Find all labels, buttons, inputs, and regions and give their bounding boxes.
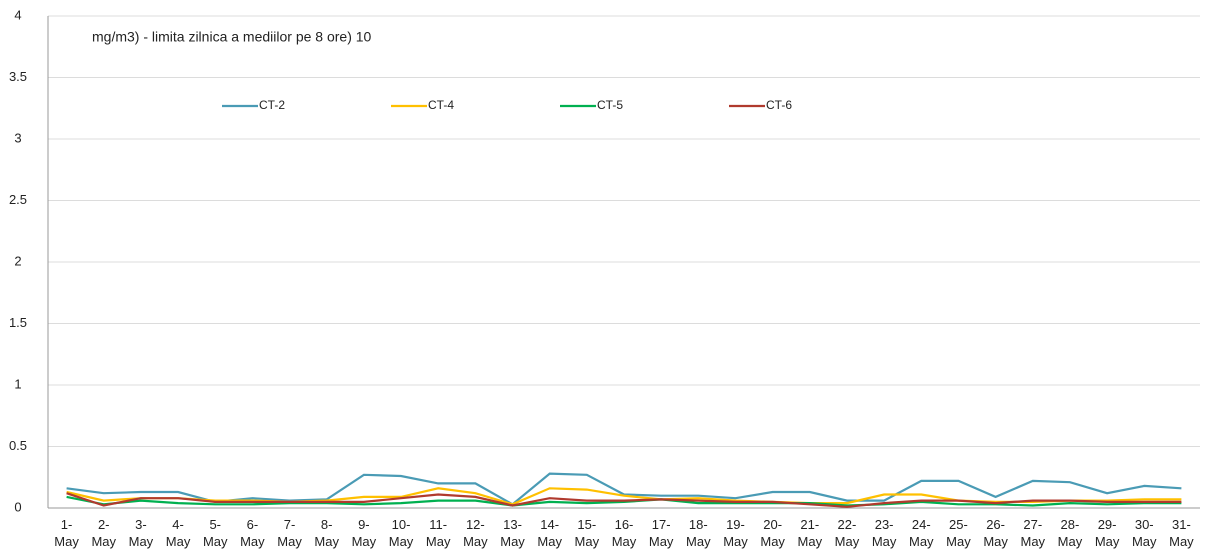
series-line [66, 472, 1182, 506]
x-tick-label: 10- May [388, 517, 414, 549]
x-tick-label: 31- May [1169, 517, 1194, 549]
y-tick-label: 3 [14, 130, 21, 145]
x-tick-label: 6- May [240, 517, 265, 549]
x-tick-label: 26- May [983, 517, 1008, 549]
y-tick-label: 2.5 [9, 192, 27, 207]
x-tick-label: 16- May [611, 517, 637, 549]
x-tick-label: 5- May [202, 517, 228, 549]
x-tick-label: 12- May [463, 517, 488, 549]
y-tick-label: 4 [14, 7, 21, 22]
series-line [66, 495, 1182, 507]
y-tick-label: 1 [14, 376, 21, 391]
x-tick-label: 17- May [648, 517, 674, 549]
x-tick-label: 20- May [760, 517, 785, 549]
x-tick-label: 2- May [91, 517, 117, 549]
chart-title: mg/m3) - limita zilnica a mediilor pe 8 … [92, 29, 372, 45]
x-tick-label: 25- May [946, 517, 971, 549]
x-tick-label: 24- May [909, 517, 934, 549]
x-tick-label: 13- May [500, 517, 525, 549]
y-tick-label: 0 [14, 499, 21, 514]
x-tick-label: 27- May [1020, 517, 1046, 549]
x-tick-label: 30- May [1131, 517, 1157, 549]
x-tick-label: 14- May [537, 517, 562, 549]
legend-label: CT-5 [597, 98, 623, 112]
x-tick-label: 4- May [165, 517, 191, 549]
x-tick-label: 3- May [128, 517, 154, 549]
x-tick-label: 22- May [834, 517, 860, 549]
series-line [66, 487, 1182, 506]
x-tick-label: 15- May [574, 517, 600, 549]
y-tick-label: 0.5 [9, 438, 27, 453]
y-tick-label: 1.5 [9, 315, 27, 330]
x-tick-label: 28- May [1057, 517, 1083, 549]
x-tick-label: 7- May [277, 517, 302, 549]
y-tick-label: 2 [14, 253, 21, 268]
y-tick-label: 3.5 [9, 69, 27, 84]
x-tick-label: 21- May [797, 517, 823, 549]
x-tick-label: 8- May [314, 517, 339, 549]
legend-label: CT-4 [428, 98, 454, 112]
x-tick-label: 18- May [686, 517, 711, 549]
series-line [66, 492, 1182, 508]
legend-label: CT-2 [259, 98, 285, 112]
x-tick-label: 1- May [54, 517, 79, 549]
x-tick-label: 19- May [723, 517, 748, 549]
x-tick-label: 29- May [1094, 517, 1120, 549]
legend-label: CT-6 [766, 98, 792, 112]
x-tick-label: 9- May [351, 517, 377, 549]
x-tick-label: 11- May [425, 517, 451, 549]
x-tick-label: 23- May [871, 517, 897, 549]
